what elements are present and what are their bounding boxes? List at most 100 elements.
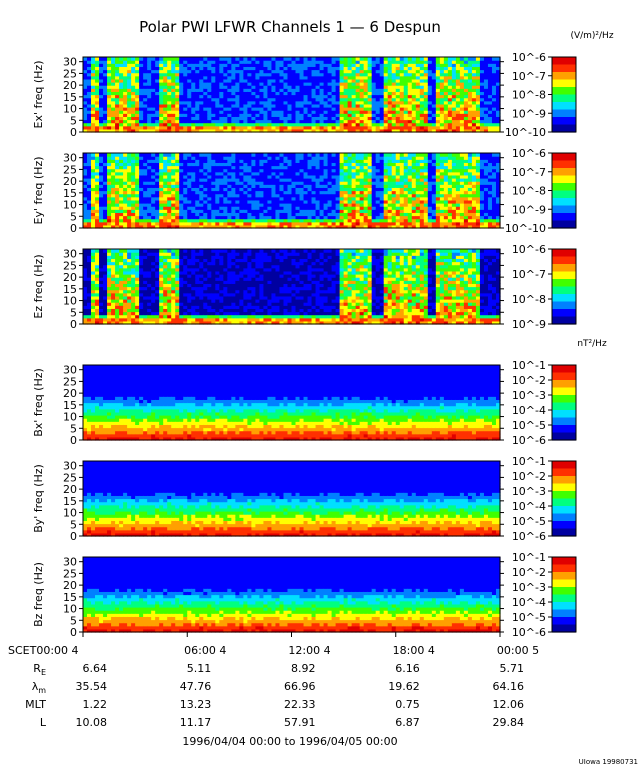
spectrogram-cell [167,165,172,170]
spectrogram-cell [463,69,469,74]
spectrogram-cell [439,128,445,133]
spectrogram-cell [267,82,273,86]
spectrogram-cell [447,116,453,121]
spectrogram-cell [215,178,220,182]
spectrogram-cell [267,125,273,130]
spectrogram-cell [439,107,445,111]
spectrogram-cell [163,94,168,99]
spectrogram-cell [271,100,277,105]
spectrogram-cell [139,122,144,127]
spectrogram-cell [403,78,409,83]
spectrogram-cell [359,63,365,67]
spectrogram-cell [159,100,164,105]
spectrogram-cell [379,91,385,96]
spectrogram-cell [143,218,148,223]
spectrogram-cell [351,119,357,124]
spectrogram-cell [243,97,248,102]
spectrogram-cell [175,212,180,217]
spectrogram-cell [155,88,160,92]
spectrogram-cell [191,122,196,127]
spectrogram-cell [275,128,281,133]
spectrogram-cell [423,78,429,83]
spectrogram-cell [211,57,216,61]
spectrogram-cell [239,63,244,67]
spectrogram-cell [483,119,489,124]
spectrogram-cell [131,72,136,77]
spectrogram-cell [203,63,208,67]
spectrogram-cell [275,119,281,124]
spectrogram-cell [87,63,92,67]
spectrogram-cell [319,100,325,105]
spectrogram-cell [83,168,88,173]
spectrogram-cell [155,113,160,117]
spectrogram-cell [183,60,188,64]
spectrogram-cell [339,97,345,102]
spectrogram-cell [223,57,228,61]
spectrogram-cell [395,103,401,108]
spectrogram-cell [479,75,485,80]
spectrogram-cell [251,100,257,105]
spectrogram-cell [231,221,236,226]
spectrogram-cell [231,209,236,213]
spectrogram-cell [127,122,132,127]
spectrogram-cell [451,63,457,67]
spectrogram-cell [231,119,236,124]
spectrogram-cell [183,221,188,226]
spectrogram-cell [203,72,208,77]
spectrogram-cell [95,218,100,223]
spectrogram-cell [135,75,140,80]
spectrogram-cell [199,190,204,195]
spectrogram-cell [411,110,417,114]
spectrogram-cell [339,88,345,92]
spectrogram-cell [139,212,144,217]
spectrogram-cell [227,203,232,207]
spectrogram-cell [147,122,152,127]
spectrogram-cell [235,63,240,67]
spectrogram-cell [295,94,301,99]
spectrogram-cell [159,119,164,124]
spectrogram-cell [107,221,112,226]
spectrogram-cell [215,218,220,223]
spectrogram-cell [211,215,216,220]
spectrogram-cell [215,184,220,188]
spectrogram-cell [227,171,232,176]
spectrogram-cell [355,122,361,127]
spectrogram-cell [319,128,325,133]
spectrogram-cell [467,110,473,114]
spectrogram-cell [231,94,236,99]
spectrogram-cell [399,82,405,86]
spectrogram-cell [135,66,140,71]
spectrogram-cell [319,66,325,71]
spectrogram-cell [167,125,172,130]
spectrogram-cell [235,206,240,210]
spectrogram-cell [387,94,393,99]
spectrogram-cell [91,203,96,207]
spectrogram-cell [139,113,144,117]
spectrogram-cell [415,119,421,124]
spectrogram-cell [423,75,429,80]
spectrogram-cell [191,165,196,170]
spectrogram-cell [235,94,240,99]
spectrogram-cell [155,122,160,127]
spectrogram-cell [187,91,192,96]
spectrogram-cell [191,113,196,117]
spectrogram-cell [443,82,449,86]
spectrogram-cell [323,116,329,121]
spectrogram-cell [163,196,168,201]
spectrogram-cell [175,94,180,99]
spectrogram-cell [235,128,240,133]
spectrogram-cell [155,91,160,96]
spectrogram-cell [287,57,293,61]
spectrogram-cell [163,119,168,124]
spectrogram-cell [279,113,285,117]
spectrogram-cell [139,162,144,167]
spectrogram-cell [163,66,168,71]
spectrogram-cell [107,187,112,192]
spectrogram-cell [95,156,100,160]
spectrogram-cell [271,88,277,92]
spectrogram-cell [403,85,409,89]
spectrogram-cell [83,221,88,226]
spectrogram-cell [115,215,120,220]
spectrogram-cell [95,212,100,217]
spectrogram-cell [311,116,317,121]
